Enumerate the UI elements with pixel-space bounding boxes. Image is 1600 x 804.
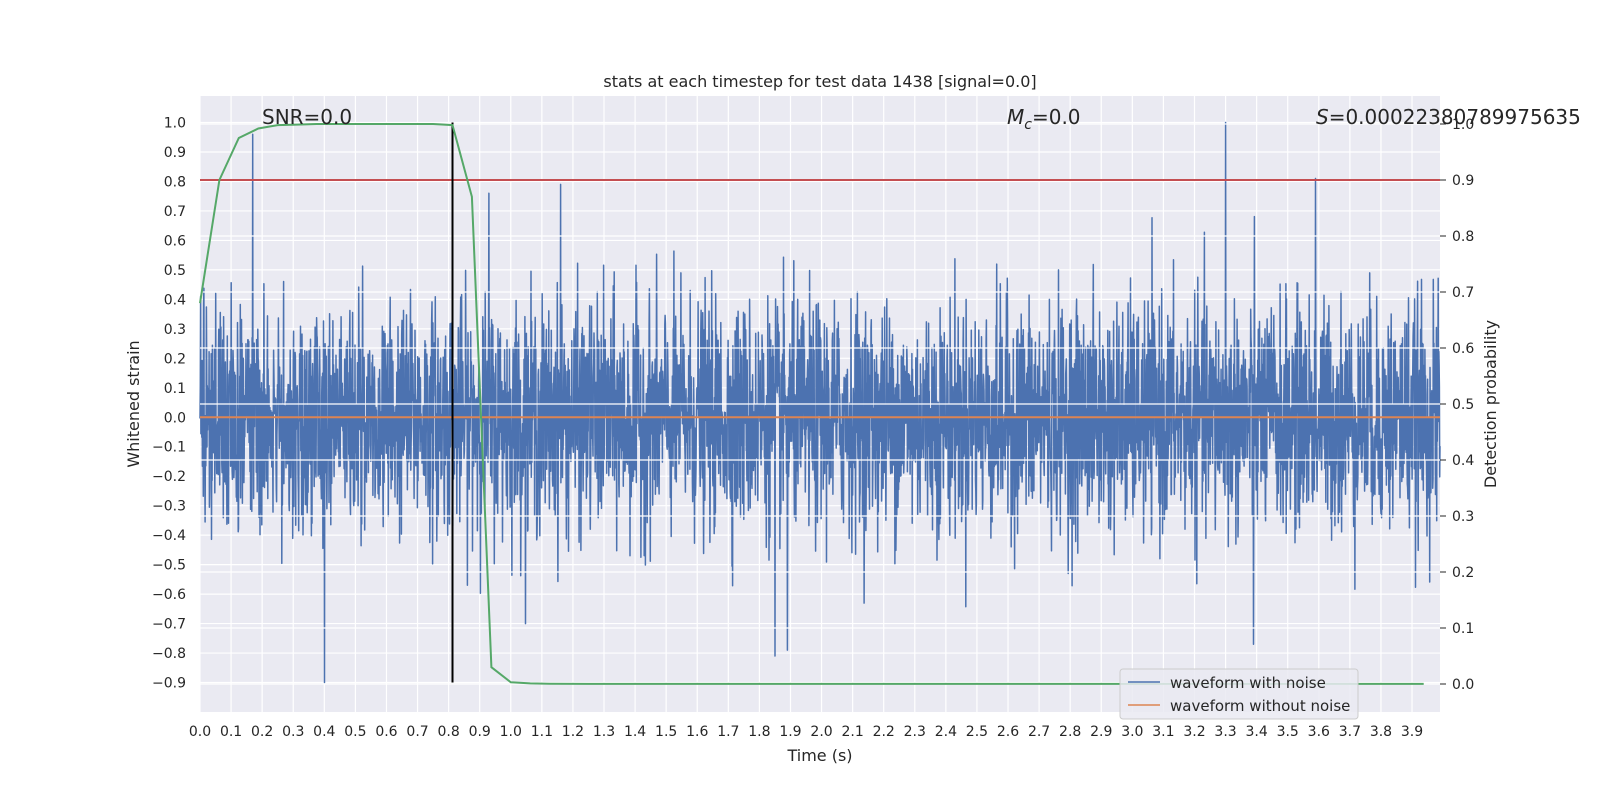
y-tick-label: 0.8	[164, 174, 186, 190]
y2-axis-label: Detection probability	[1481, 320, 1500, 488]
probability-line	[199, 123, 1424, 685]
x-tick-label: 3.8	[1370, 724, 1392, 740]
x-tick-label: 2.3	[904, 724, 926, 740]
x-tick-label: 2.4	[935, 724, 957, 740]
y-tick-label: 0.1	[164, 381, 186, 397]
x-tick-label: 1.0	[500, 724, 522, 740]
y2-tick-label: 0.2	[1452, 565, 1474, 581]
x-tick-label: 3.7	[1339, 724, 1361, 740]
y-axis-label: Whitened strain	[124, 340, 143, 467]
x-tick-label: 2.6	[997, 724, 1019, 740]
x-tick-label: 3.9	[1401, 724, 1423, 740]
y2-tick-label: 0.9	[1452, 173, 1474, 189]
y-tick-label: −0.4	[152, 528, 186, 544]
y2-tick-label: 0.7	[1452, 285, 1474, 301]
y-tick-label: −0.7	[152, 617, 186, 633]
x-tick-label: 3.0	[1121, 724, 1143, 740]
x-tick-label: 0.4	[313, 724, 335, 740]
x-tick-label: 3.1	[1152, 724, 1174, 740]
s-annotation: S=0.00022380789975635	[1316, 105, 1581, 129]
x-tick-label: 1.1	[531, 724, 553, 740]
mc-annotation: Mc=0.0	[1007, 105, 1081, 133]
y2-tick-label: 0.6	[1452, 341, 1474, 357]
series-detection-probability	[199, 123, 1424, 685]
mc-value: =0.0	[1032, 105, 1081, 129]
x-tick-label: 3.2	[1183, 724, 1205, 740]
y-tick-label: −0.5	[152, 558, 186, 574]
x-axis-ticks: 0.0 0.1 0.2 0.3 0.4 0.5 0.6 0.7 0.8 0.9 1.0 1.1 1.2 1…	[189, 724, 1423, 740]
y-tick-label: −0.9	[152, 676, 186, 692]
legend: waveform with noise waveform without noi…	[1119, 668, 1359, 720]
s-value: =0.00022380789975635	[1329, 105, 1581, 129]
legend-label-noise: waveform with noise	[1170, 674, 1326, 692]
y2-tick-label: 0.3	[1452, 509, 1474, 525]
x-tick-label: 1.9	[779, 724, 801, 740]
x-tick-label: 1.8	[748, 724, 770, 740]
y-tick-label: −0.6	[152, 587, 186, 603]
x-axis-label: Time (s)	[786, 746, 852, 765]
y2-tick-label: 0.5	[1452, 397, 1474, 413]
y-tick-label: 0.3	[164, 322, 186, 338]
chart-title: stats at each timestep for test data 143…	[603, 72, 1036, 91]
x-tick-label: 1.4	[624, 724, 646, 740]
y-tick-label: 0.5	[164, 263, 186, 279]
x-tick-label: 3.6	[1308, 724, 1330, 740]
legend-box	[1119, 668, 1359, 720]
y-tick-label: −0.1	[152, 440, 186, 456]
x-tick-label: 0.5	[344, 724, 366, 740]
x-tick-label: 0.2	[251, 724, 273, 740]
mc-symbol: M	[1007, 105, 1024, 129]
y-tick-label: 0.7	[164, 204, 186, 220]
x-tick-label: 3.4	[1246, 724, 1268, 740]
y-tick-label: −0.3	[152, 499, 186, 515]
snr-annotation: SNR=0.0	[262, 105, 352, 129]
y-tick-label: 0.9	[164, 145, 186, 161]
y2-tick-label: 0.0	[1452, 677, 1474, 693]
x-tick-label: 1.7	[717, 724, 739, 740]
noise-waveform-line	[199, 121, 1441, 684]
y-tick-label: 0.2	[164, 351, 186, 367]
y2-axis-ticks: 0.0 0.1 0.2 0.3 0.4 0.5 0.6 0.7 0.8 0.9 1.0	[1440, 117, 1474, 693]
x-tick-label: 0.3	[282, 724, 304, 740]
x-tick-label: 2.2	[873, 724, 895, 740]
x-tick-label: 0.1	[220, 724, 242, 740]
y-tick-label: 0.6	[164, 233, 186, 249]
s-symbol: S	[1316, 105, 1329, 129]
x-tick-label: 1.5	[655, 724, 677, 740]
x-tick-label: 0.7	[406, 724, 428, 740]
x-tick-label: 0.8	[437, 724, 459, 740]
y2-tick-label: 0.8	[1452, 229, 1474, 245]
y2-tick-label: 1.0	[1452, 117, 1474, 133]
x-tick-label: 2.8	[1059, 724, 1081, 740]
y-tick-label: 0.0	[164, 410, 186, 426]
mc-subscript: c	[1024, 117, 1032, 133]
series-waveform-with-noise	[199, 121, 1441, 684]
x-tick-label: 2.9	[1090, 724, 1112, 740]
legend-label-clean: waveform without noise	[1170, 697, 1350, 715]
y-axis-ticks: −0.9 −0.8 −0.7 −0.6 −0.5 −0.4 −0.3 −0.2 −0.1 0.0 0…	[152, 116, 186, 692]
x-tick-label: 2.0	[810, 724, 832, 740]
y-tick-label: 0.4	[164, 292, 186, 308]
y-tick-label: −0.8	[152, 646, 186, 662]
x-tick-label: 2.7	[1028, 724, 1050, 740]
x-tick-label: 1.3	[593, 724, 615, 740]
y2-tick-label: 0.4	[1452, 453, 1474, 469]
x-tick-label: 3.3	[1214, 724, 1236, 740]
y2-tick-label: 0.1	[1452, 621, 1474, 637]
x-tick-label: 2.1	[841, 724, 863, 740]
x-tick-label: 3.5	[1277, 724, 1299, 740]
y-tick-label: 1.0	[164, 116, 186, 132]
x-tick-label: 1.6	[686, 724, 708, 740]
x-tick-label: 2.5	[966, 724, 988, 740]
x-tick-label: 0.6	[375, 724, 397, 740]
x-tick-label: 0.0	[189, 724, 211, 740]
x-tick-label: 1.2	[562, 724, 584, 740]
x-tick-label: 0.9	[469, 724, 491, 740]
y-tick-label: −0.2	[152, 469, 186, 485]
